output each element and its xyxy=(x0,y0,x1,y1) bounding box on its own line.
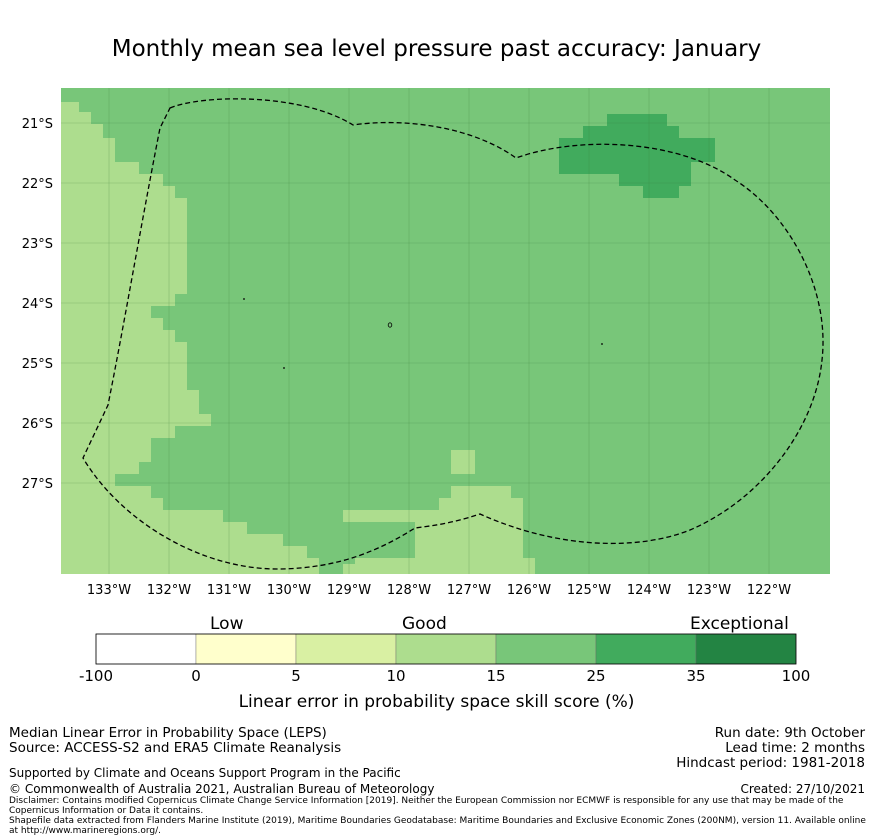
latitude-labels: 21°S 22°S 23°S 24°S 25°S 26°S 27°S xyxy=(22,117,53,492)
shapefile-credit: Shapefile data extracted from Flanders M… xyxy=(9,816,866,836)
colorbar-axis-label: Linear error in probability space skill … xyxy=(238,692,635,712)
skill-map: 133°W 132°W 131°W 130°W 129°W 128°W 127°W 126°W… xyxy=(22,88,830,598)
colorbar-segment xyxy=(295,633,397,665)
region-high-skill-east xyxy=(559,114,715,198)
supported-by: Supported by Climate and Oceans Support … xyxy=(9,766,401,780)
gridlines xyxy=(61,88,830,574)
colorbar-segment xyxy=(695,633,797,665)
colorbar-tick-label: 10 xyxy=(386,667,406,685)
lon-label: 127°W xyxy=(447,583,491,598)
lon-label: 130°W xyxy=(267,583,311,598)
colorbar-label-low: Low xyxy=(210,614,244,634)
lat-label: 23°S xyxy=(22,237,53,252)
colorbar-label-good: Good xyxy=(402,614,447,634)
colorbar-tick-label: 5 xyxy=(291,667,301,685)
colorbar-frame xyxy=(95,633,797,665)
chart-title: Monthly mean sea level pressure past acc… xyxy=(111,36,762,62)
region-low-skill-patch xyxy=(451,450,475,474)
colorbar-tick-label: 15 xyxy=(486,667,506,685)
lon-label: 128°W xyxy=(387,583,431,598)
lead-time: Lead time: 2 months xyxy=(725,740,865,756)
island xyxy=(243,298,245,300)
region-low-skill-west xyxy=(61,102,319,574)
lat-label: 27°S xyxy=(22,477,53,492)
lon-label: 126°W xyxy=(507,583,551,598)
colorbar-tick-label: 25 xyxy=(586,667,606,685)
colorbar-tick-label: 100 xyxy=(781,667,811,685)
lon-label: 129°W xyxy=(327,583,371,598)
eez-boundary xyxy=(82,98,824,570)
island xyxy=(601,343,603,345)
lon-label: 125°W xyxy=(567,583,611,598)
lon-label: 123°W xyxy=(687,583,731,598)
footer-left: Median Linear Error in Probability Space… xyxy=(9,726,341,756)
run-date: Run date: 9th October xyxy=(714,725,865,741)
island xyxy=(387,322,393,328)
colorbar-segment xyxy=(495,633,597,665)
island xyxy=(283,367,285,369)
colorbar-segment xyxy=(395,633,497,665)
disclaimer: Disclaimer: Contains modified Copernicus… xyxy=(9,796,844,816)
colorbar-tick-label: 35 xyxy=(686,667,706,685)
lon-label: 122°W xyxy=(747,583,791,598)
lat-label: 22°S xyxy=(22,177,53,192)
colorbar-segment xyxy=(595,633,697,665)
lon-label: 132°W xyxy=(147,583,191,598)
lon-label: 124°W xyxy=(627,583,671,598)
colorbar-label-exceptional: Exceptional xyxy=(690,614,789,634)
footer-right: Run date: 9th October Lead time: 2 month… xyxy=(676,726,865,771)
created-date: Created: 27/10/2021 xyxy=(740,782,865,796)
leps-description: Median Linear Error in Probability Space… xyxy=(9,725,327,741)
longitude-labels: 133°W 132°W 131°W 130°W 129°W 128°W 127°W 126°W… xyxy=(87,583,791,598)
lat-label: 26°S xyxy=(22,417,53,432)
colorbar-segment xyxy=(195,633,297,665)
lat-label: 24°S xyxy=(22,297,53,312)
copyright: © Commonwealth of Australia 2021, Austra… xyxy=(9,782,435,796)
colorbar-tick-label: 0 xyxy=(191,667,201,685)
region-low-skill-south xyxy=(343,486,535,574)
colorbar-segment xyxy=(95,633,197,665)
lat-label: 25°S xyxy=(22,357,53,372)
hindcast-period: Hindcast period: 1981-2018 xyxy=(676,755,865,771)
colorbar-tick-label: -100 xyxy=(78,667,114,685)
lon-label: 133°W xyxy=(87,583,131,598)
map-background xyxy=(61,88,830,574)
lon-label: 131°W xyxy=(207,583,251,598)
colorbar xyxy=(95,633,797,665)
lat-label: 21°S xyxy=(22,117,53,132)
data-source: Source: ACCESS-S2 and ERA5 Climate Reana… xyxy=(9,740,342,756)
